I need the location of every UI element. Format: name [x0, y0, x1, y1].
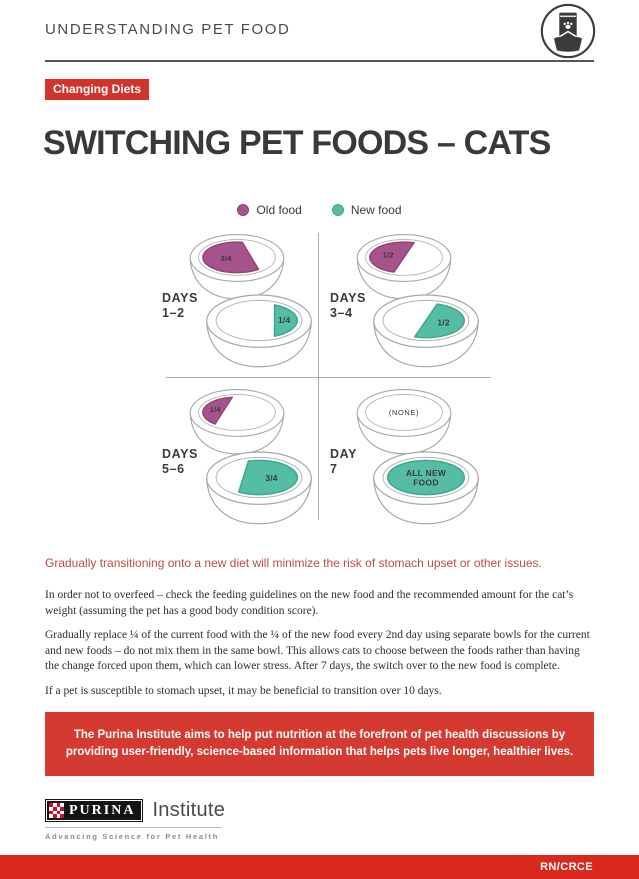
- food-portion: [386, 459, 466, 496]
- info-box-line: The Purina Institute aims to help put nu…: [73, 729, 566, 741]
- food-portion: [273, 304, 299, 337]
- grid-divider-vertical: [318, 233, 319, 520]
- bowl-days-1-2-old-food: 3/4: [186, 231, 288, 304]
- food-portion: [202, 396, 233, 425]
- old-food-dot-icon: [237, 204, 250, 216]
- new-food-dot-icon: [331, 204, 344, 216]
- food-portion: [202, 241, 260, 274]
- food-portion: [413, 303, 466, 339]
- legend-item-new-food: New food: [331, 203, 402, 217]
- info-box-line: providing user-friendly, science-based i…: [65, 746, 574, 758]
- bowl-days-1-2-new-food: 1/4: [202, 291, 316, 373]
- svg-text:(NONE): (NONE): [389, 408, 419, 417]
- paw-icon: [563, 21, 573, 29]
- logo-tagline: Advancing Science for Pet Health: [45, 832, 220, 841]
- bowl-days-3-4-old-food: 1/2: [353, 231, 455, 304]
- svg-text:1/2: 1/2: [437, 318, 449, 328]
- paragraph: In order not to overfeed – check the fee…: [45, 589, 574, 617]
- body-copy: In order not to overfeed – check the fee…: [45, 588, 594, 708]
- logo-divider: [45, 827, 222, 828]
- svg-text:1/4: 1/4: [278, 315, 290, 325]
- svg-text:FOOD: FOOD: [413, 478, 439, 488]
- svg-text:3/4: 3/4: [265, 473, 277, 483]
- section-badge: Changing Diets: [45, 79, 150, 100]
- grid-divider-horizontal: [166, 377, 491, 378]
- legend-item-old-food: Old food: [237, 203, 302, 217]
- document-header-title: UNDERSTANDING PET FOOD: [45, 21, 291, 38]
- document-code: RN/CRCE: [540, 861, 593, 873]
- bowl-days-5-6-new-food: 3/4: [202, 448, 316, 530]
- header-divider: [45, 60, 594, 62]
- legend-label: New food: [350, 203, 402, 217]
- highlight-sentence: Gradually transitioning onto a new diet …: [45, 556, 542, 570]
- purina-institute-logo: PURINA Institute Advancing Science for P…: [45, 799, 225, 841]
- bowl-days-3-4-new-food: 1/2: [369, 291, 483, 373]
- purina-checkerboard-icon: [49, 803, 64, 818]
- legend-label: Old food: [256, 203, 302, 217]
- day-label-days-3-4: DAYS 3–4: [330, 291, 366, 320]
- svg-text:1/2: 1/2: [383, 251, 394, 260]
- pet-food-bag-and-bowl-icon: [539, 2, 597, 60]
- day-label-day-7: DAY 7: [330, 447, 358, 476]
- institute-text: Institute: [152, 799, 226, 821]
- legend: Old food New food: [0, 203, 639, 217]
- svg-text:3/4: 3/4: [221, 254, 233, 263]
- food-portion: [237, 459, 299, 496]
- purina-wordmark: PURINA: [45, 799, 144, 822]
- day-label-days-5-6: DAYS 5–6: [162, 447, 198, 476]
- paragraph: If a pet is susceptible to stomach upset…: [45, 684, 442, 697]
- purina-institute-info-box: The Purina Institute aims to help put nu…: [45, 712, 594, 776]
- page-title: SWITCHING PET FOODS – CATS: [43, 124, 551, 162]
- bowl-day-7-empty: (NONE): [353, 386, 455, 459]
- day-label-days-1-2: DAYS 1–2: [162, 291, 198, 320]
- svg-text:1/4: 1/4: [210, 405, 222, 414]
- bowl-day-7-all-new-food: ALL NEW FOOD: [369, 448, 483, 530]
- paragraph: Gradually replace ¼ of the current food …: [45, 629, 590, 672]
- bowl-days-5-6-old-food: 1/4: [186, 386, 288, 459]
- purina-brand-text: PURINA: [69, 802, 136, 818]
- food-portion: [369, 241, 415, 273]
- footer-bar: RN/CRCE: [0, 855, 639, 879]
- svg-text:ALL NEW: ALL NEW: [406, 468, 446, 478]
